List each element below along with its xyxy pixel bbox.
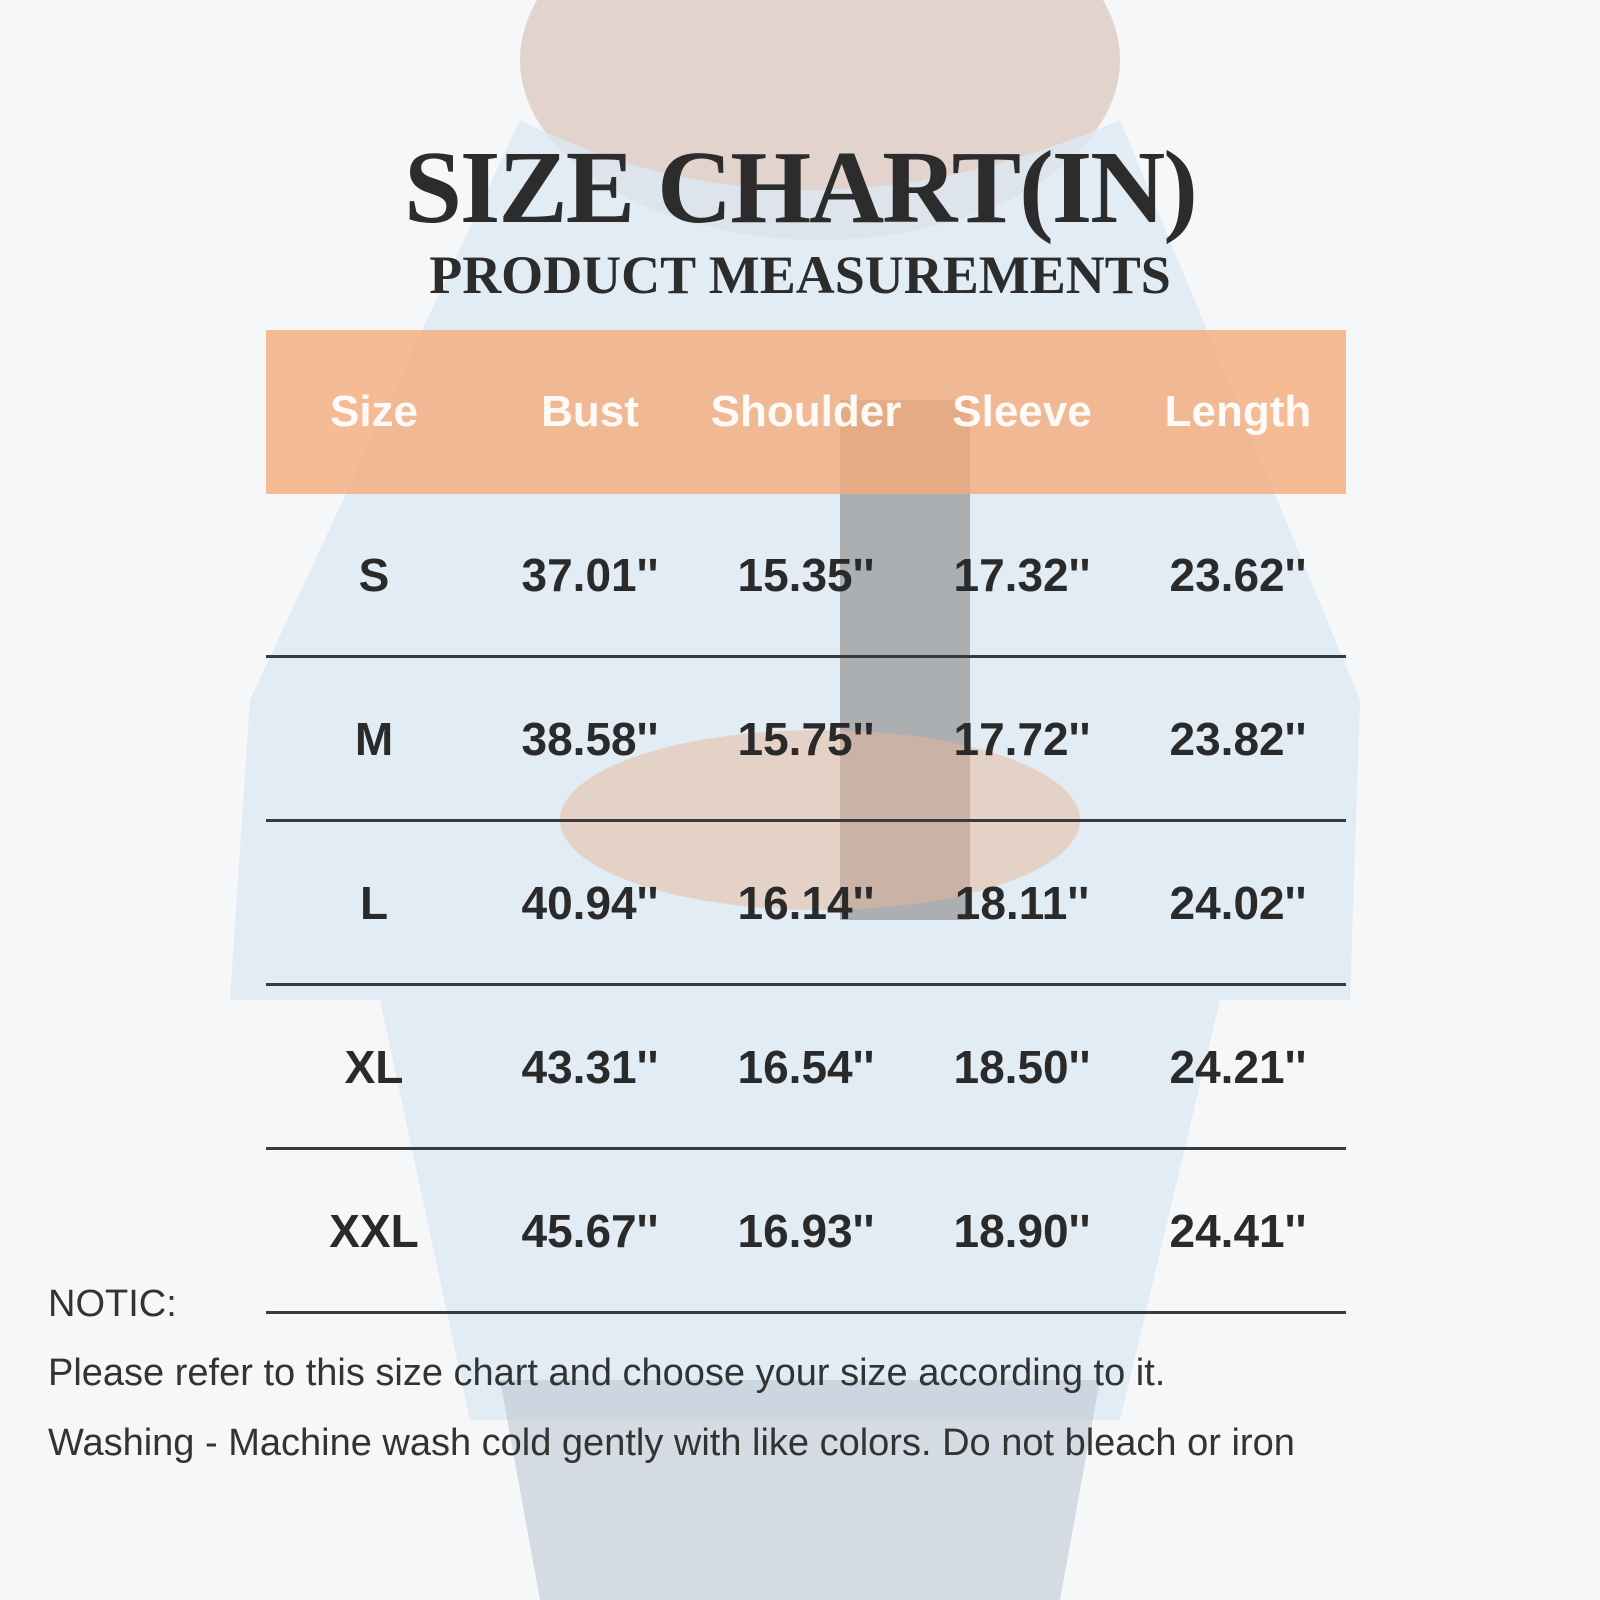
note-line: Please refer to this size chart and choo… — [48, 1352, 1166, 1394]
table-cell: 23.82'' — [1169, 712, 1307, 765]
table-row: XL 43.31'' 16.54'' 18.50'' 24.21'' — [266, 986, 1346, 1150]
table-row: XXL 45.67'' 16.93'' 18.90'' 24.41'' — [266, 1150, 1346, 1314]
column-header: Sleeve — [952, 387, 1092, 436]
table-cell: M — [354, 712, 394, 765]
size-table: Size Bust Shoulder Sleeve Length S 37.01'' 15.3… — [266, 330, 1346, 1314]
table-cell: 40.94'' — [521, 876, 659, 929]
table-cell: 37.01'' — [521, 548, 659, 601]
table-cell: 15.75'' — [737, 712, 875, 765]
table-cell: 23.62'' — [1169, 548, 1307, 601]
table-cell: 18.90'' — [953, 1204, 1091, 1257]
subtitle: PRODUCT MEASUREMENTS — [429, 245, 1171, 305]
table-cell: XXL — [329, 1204, 419, 1257]
title: SIZE CHART(IN) — [404, 130, 1198, 245]
note-label: NOTIC: — [48, 1283, 177, 1325]
table-row: M 38.58'' 15.75'' 17.72'' 23.82'' — [266, 658, 1346, 822]
table-row: L 40.94'' 16.14'' 18.11'' 24.02'' — [266, 822, 1346, 986]
table-cell: L — [359, 876, 389, 929]
table-cell: 16.93'' — [737, 1204, 875, 1257]
column-header: Size — [329, 387, 419, 436]
table-cell: 43.31'' — [521, 1040, 659, 1093]
table-cell: S — [358, 548, 390, 601]
column-header: Bust — [541, 387, 639, 436]
column-header: Shoulder — [710, 387, 902, 436]
table-cell: 18.11'' — [954, 876, 1090, 929]
table-cell: 24.02'' — [1169, 876, 1307, 929]
table-cell: 16.54'' — [737, 1040, 875, 1093]
table-cell: 18.50'' — [953, 1040, 1091, 1093]
table-cell: 16.14'' — [737, 876, 875, 929]
table-cell: 45.67'' — [521, 1204, 659, 1257]
table-cell: 17.72'' — [953, 712, 1091, 765]
table-row: S 37.01'' 15.35'' 17.32'' 23.62'' — [266, 494, 1346, 658]
table-cell: 24.41'' — [1169, 1204, 1307, 1257]
note-line: Washing - Machine wash cold gently with … — [48, 1422, 1295, 1464]
column-header: Length — [1164, 387, 1312, 436]
table-cell: XL — [344, 1040, 404, 1093]
header-row: Size Bust Shoulder Sleeve Length — [266, 330, 1346, 494]
table-cell: 15.35'' — [737, 548, 875, 601]
table-cell: 17.32'' — [953, 548, 1091, 601]
table-cell: 38.58'' — [521, 712, 659, 765]
table-cell: 24.21'' — [1169, 1040, 1307, 1093]
